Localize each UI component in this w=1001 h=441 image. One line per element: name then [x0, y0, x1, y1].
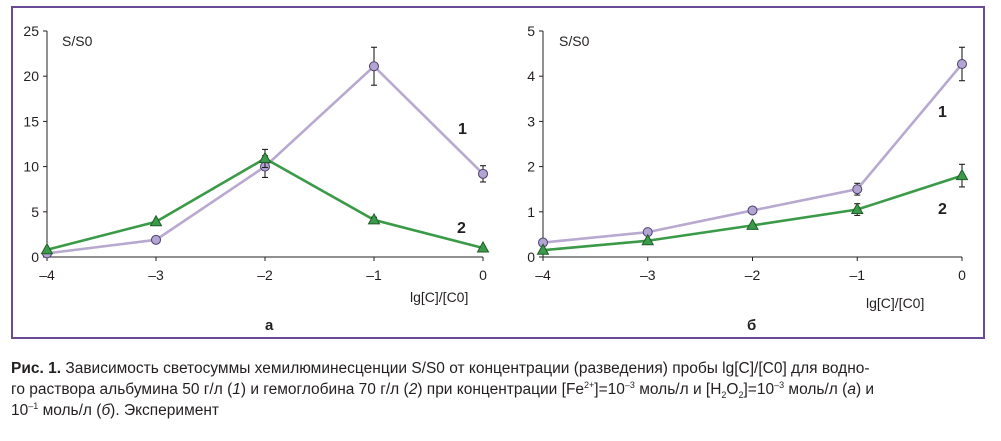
y-tick-label: 15: [23, 113, 39, 129]
series-1-point: [151, 234, 161, 245]
series-1-point: [747, 205, 758, 216]
caption-italic: б: [101, 402, 111, 419]
caption-text: ) при концентрации [Fe: [417, 381, 585, 398]
x-tick-label: –2: [745, 267, 761, 283]
series-1-label: 1: [458, 121, 467, 138]
x-tick-label: –2: [257, 267, 273, 283]
series-2-point: [40, 242, 54, 255]
caption-text-1: Зависимость светосуммы хемилюминесценции…: [65, 360, 870, 377]
y-tick-label: 2: [527, 159, 535, 175]
x-tick-label: –4: [535, 267, 551, 283]
caption-text: го раствора альбумина 50 г/л (: [11, 381, 233, 398]
y-axis-label: S/S0: [559, 33, 590, 49]
y-tick-label: 0: [31, 249, 39, 265]
panel-label: б: [747, 317, 756, 334]
y-tick-label: 0: [527, 249, 535, 265]
series-1-point: [478, 168, 488, 179]
caption-italic: а: [847, 381, 856, 398]
panel-label: а: [265, 317, 274, 334]
series-1-point: [957, 58, 967, 69]
caption-line-3: 10–1 моль/л (б). Эксперимент: [11, 400, 996, 421]
x-tick-label: –3: [640, 267, 656, 283]
caption-text: O: [726, 381, 739, 398]
y-tick-label: 25: [23, 23, 39, 39]
caption-line-1: Рис. 1. Зависимость светосуммы хемилюмин…: [11, 358, 996, 379]
caption-text: ) и: [855, 381, 875, 398]
series-2-label: 2: [457, 220, 466, 237]
series-1-label: 1: [938, 104, 947, 121]
caption-text: ) и гемоглобина 70 г/л (: [240, 381, 409, 398]
y-tick-label: 20: [23, 68, 39, 84]
caption-italic: 2: [408, 381, 418, 398]
caption-sub: 2: [738, 390, 744, 401]
caption-text: ). Эксперимент: [110, 402, 220, 419]
series-2-point: [476, 240, 490, 253]
series-1-point: [369, 61, 379, 72]
series-2-label: 2: [938, 201, 947, 218]
series-2-point: [149, 214, 163, 227]
caption-sup: –3: [624, 379, 635, 390]
series-2-point: [746, 218, 759, 230]
series-2-point: [641, 233, 655, 246]
caption-sup: –3: [774, 379, 785, 390]
caption-text: моль/л (: [784, 381, 848, 398]
series-2-point: [955, 168, 969, 181]
series-1-line: [542, 63, 963, 244]
series-2-point: [258, 151, 272, 163]
x-tick-label: 0: [479, 267, 487, 283]
y-tick-label: 10: [23, 159, 39, 175]
x-tick-label: –4: [39, 267, 55, 283]
x-tick-label: –3: [148, 267, 164, 283]
figure-frame: [11, 6, 985, 339]
x-axis-label: lg[C]/[C0]: [866, 295, 924, 311]
caption-text: ]=10: [743, 381, 775, 398]
caption-text: 10: [11, 402, 29, 419]
y-tick-label: 1: [527, 204, 535, 220]
figure-caption: Рис. 1. Зависимость светосуммы хемилюмин…: [11, 358, 996, 421]
series-2-point: [536, 243, 550, 255]
series-2-point: [367, 212, 381, 225]
y-tick-label: 5: [31, 204, 39, 220]
caption-sub: 2: [721, 390, 727, 401]
caption-line-2: го раствора альбумина 50 г/л (1) и гемог…: [11, 379, 996, 400]
x-tick-label: –1: [366, 267, 382, 283]
caption-text: моль/л и [H: [634, 381, 722, 398]
caption-italic: 1: [232, 381, 241, 398]
caption-sup: 2+: [584, 379, 595, 390]
x-tick-label: –1: [849, 267, 865, 283]
y-tick-label: 3: [527, 113, 535, 129]
series-1-point: [852, 184, 863, 195]
caption-text: ]=10: [594, 381, 625, 398]
caption-sup: –1: [28, 400, 39, 411]
caption-text: моль/л (: [38, 402, 102, 419]
caption-fig-label: Рис. 1.: [11, 360, 62, 377]
x-tick-label: 0: [958, 267, 966, 283]
series-2-point: [850, 202, 864, 215]
y-tick-label: 5: [527, 23, 535, 39]
y-axis-label: S/S0: [62, 33, 93, 49]
x-axis-label: lg[C]/[C0]: [410, 289, 468, 305]
y-tick-label: 4: [527, 68, 535, 84]
